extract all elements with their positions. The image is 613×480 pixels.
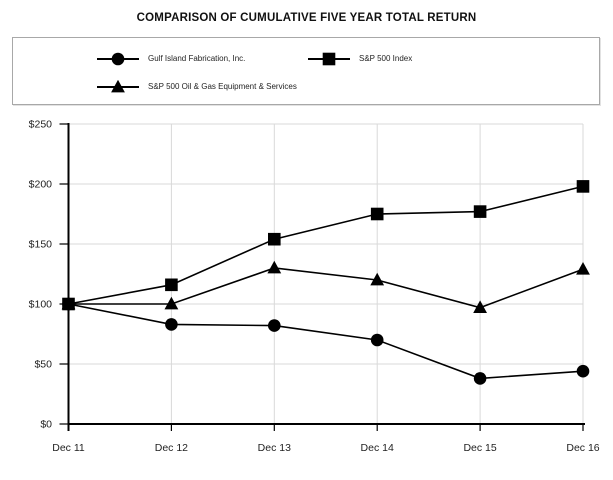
y-axis-tick-label: $150 bbox=[29, 239, 53, 251]
circle-marker-icon-legend bbox=[111, 52, 125, 66]
legend-marker-glyph bbox=[97, 52, 139, 66]
circle-marker-icon-point bbox=[268, 319, 281, 332]
x-axis-tick-label: Dec 14 bbox=[361, 442, 394, 454]
x-axis-tick-label: Dec 11 bbox=[52, 442, 85, 454]
legend-item-gulf-island: Gulf Island Fabrication, Inc. bbox=[97, 52, 245, 66]
square-marker-icon-legend bbox=[322, 52, 336, 66]
triangle-marker-icon-point bbox=[473, 300, 487, 313]
y-axis-tick-label: $200 bbox=[29, 179, 53, 191]
series-line-circle bbox=[68, 303, 584, 380]
square-marker-icon-point bbox=[370, 207, 384, 221]
circle-marker-icon bbox=[97, 52, 139, 66]
x-axis-tick-label: Dec 13 bbox=[258, 442, 291, 454]
y-axis-tick-label: $0 bbox=[40, 419, 52, 431]
square-marker-icon bbox=[308, 52, 350, 66]
y-axis-tick-label: $50 bbox=[34, 359, 52, 371]
square-marker-icon-point bbox=[473, 205, 487, 218]
legend-item-sp500: S&P 500 Index bbox=[308, 52, 412, 66]
chart-title: COMPARISON OF CUMULATIVE FIVE YEAR TOTAL… bbox=[136, 12, 477, 24]
legend-label-gulf-island: Gulf Island Fabrication, Inc. bbox=[148, 54, 246, 63]
triangle-marker-icon-legend bbox=[111, 79, 125, 93]
triangle-marker-icon-point bbox=[267, 260, 282, 274]
circle-marker-icon-point bbox=[165, 318, 178, 331]
x-axis-tick-label: Dec 16 bbox=[566, 442, 599, 454]
y-axis-tick-label: $100 bbox=[29, 299, 53, 311]
y-axis-tick-label: $250 bbox=[29, 119, 53, 131]
legend-box: Gulf Island Fabrication, Inc. S&P 500 In… bbox=[12, 37, 600, 105]
legend-label-sp500: S&P 500 Index bbox=[359, 54, 413, 63]
triangle-marker-icon-point bbox=[164, 296, 179, 310]
legend-label-sp500-oil-gas: S&P 500 Oil & Gas Equipment & Services bbox=[148, 82, 297, 91]
square-marker-icon-point bbox=[165, 278, 178, 292]
triangle-marker-icon-point bbox=[576, 262, 590, 275]
triangle-marker-icon-point bbox=[370, 272, 385, 286]
x-axis-tick-label: Dec 12 bbox=[155, 442, 188, 454]
square-marker-icon-point bbox=[576, 180, 590, 193]
square-marker-icon-point bbox=[268, 232, 281, 246]
square-marker-icon-point bbox=[62, 297, 75, 311]
circle-marker-icon-point bbox=[473, 372, 487, 385]
series-line-square bbox=[68, 185, 584, 305]
legend-marker-glyph bbox=[97, 79, 139, 93]
x-axis-tick-label: Dec 15 bbox=[463, 442, 496, 454]
circle-marker-icon-point bbox=[370, 333, 384, 347]
legend-marker-glyph bbox=[308, 52, 350, 66]
series-line-triangle bbox=[68, 267, 584, 309]
triangle-marker-icon bbox=[97, 79, 139, 94]
legend-item-sp500-oil-gas: S&P 500 Oil & Gas Equipment & Services bbox=[97, 79, 297, 94]
circle-marker-icon-point bbox=[576, 364, 590, 378]
